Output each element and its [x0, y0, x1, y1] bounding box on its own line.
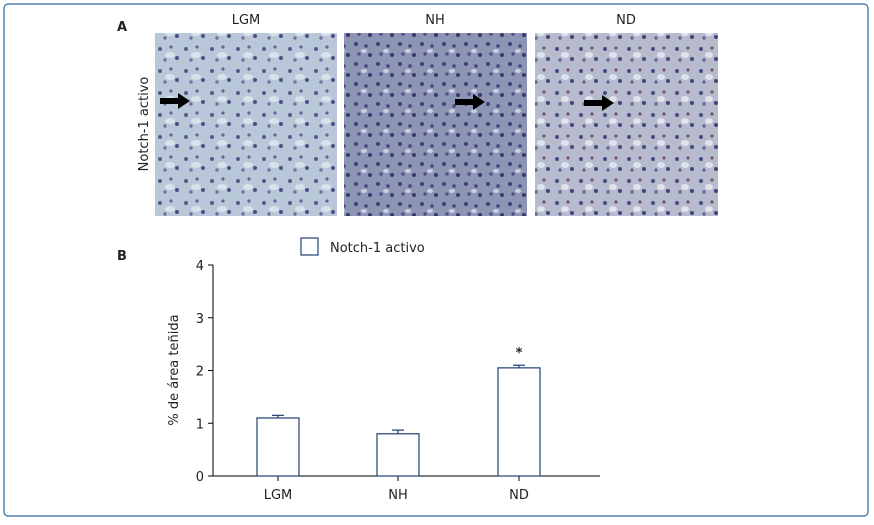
y-tick-label: 1: [196, 417, 204, 432]
arrow: [160, 93, 190, 109]
column-label: ND: [616, 13, 636, 28]
panel-label: B: [117, 249, 127, 264]
micrograph: [155, 33, 337, 216]
column-label: LGM: [232, 13, 261, 28]
bar: [497, 367, 541, 477]
x-tick-label: LGM: [264, 488, 293, 503]
column-label: NH: [425, 13, 445, 28]
micrograph: [535, 33, 718, 216]
x-tick-label: NH: [388, 488, 408, 503]
y-axis-label: % de área teñida: [167, 314, 182, 425]
frame: [3, 3, 869, 517]
micrograph: [344, 33, 527, 216]
annotation: *: [516, 346, 523, 361]
y-tick-label: 4: [196, 259, 204, 274]
arrow: [455, 94, 485, 110]
panel-label: A: [117, 20, 127, 35]
bar: [256, 417, 300, 477]
x-tick-label: ND: [509, 488, 529, 503]
row-label: Notch-1 activo: [137, 77, 152, 172]
legend-swatch: [300, 237, 319, 256]
arrow: [584, 95, 614, 111]
bar: [376, 433, 420, 477]
y-tick-label: 3: [196, 312, 204, 327]
y-tick-label: 0: [196, 470, 204, 485]
y-tick-label: 2: [196, 365, 204, 380]
legend-label: Notch-1 activo: [330, 241, 425, 256]
